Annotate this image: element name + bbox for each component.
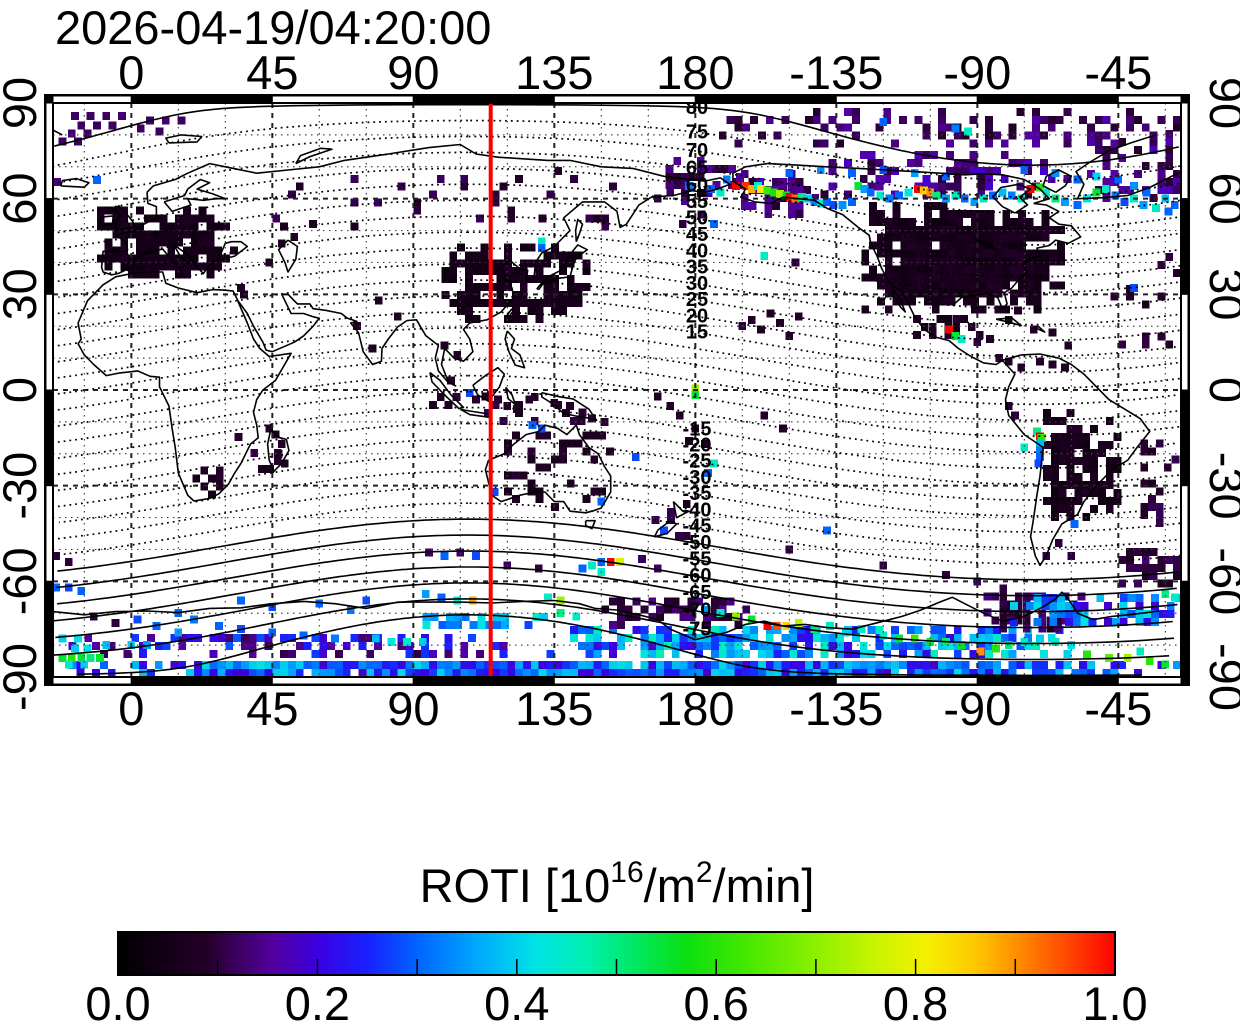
contour-label: 65 — [686, 158, 708, 180]
graticule-grid — [53, 103, 1181, 677]
lon-tick-label-top: 180 — [656, 46, 734, 99]
lon-tick-label-bottom: -90 — [943, 682, 1011, 735]
lat-tick-label-right: -90 — [1200, 643, 1240, 711]
contour-label: 40 — [686, 240, 708, 262]
lat-tick-label-right: 30 — [1200, 268, 1240, 320]
striped-axis-frame — [44, 94, 1190, 686]
contour-label: 70 — [686, 140, 708, 162]
lon-tick-label-top: 90 — [387, 46, 439, 99]
colorbar-tick-label: 0.4 — [484, 977, 549, 1024]
contour-label: -75 — [683, 618, 712, 640]
lon-tick-label-bottom: -45 — [1084, 682, 1152, 735]
colorbar-tick-label: 0.0 — [85, 977, 150, 1024]
contour-label: -65 — [683, 582, 712, 604]
lat-tick-label-left: 90 — [0, 77, 46, 129]
lat-tick-label-right: -30 — [1200, 452, 1240, 520]
contour-label: -60 — [683, 565, 712, 587]
contour-label: -15 — [683, 418, 712, 440]
lat-tick-label-right: 60 — [1200, 173, 1240, 225]
contour-label: -55 — [683, 549, 712, 571]
lat-tick-label-left: -90 — [0, 643, 46, 711]
colorbar-tick-label: 1.0 — [1082, 977, 1147, 1024]
lon-tick-label-top: -135 — [789, 46, 883, 99]
contour-label: 50 — [686, 208, 708, 230]
lat-tick-label-right: 0 — [1200, 377, 1240, 403]
colorbar-ticks — [216, 959, 1017, 975]
contour-label: -20 — [683, 435, 712, 457]
contour-label: 25 — [686, 289, 708, 311]
lon-tick-label-bottom: 45 — [246, 682, 298, 735]
lon-tick-label-bottom: -135 — [789, 682, 883, 735]
contour-label: -30 — [683, 467, 712, 489]
contour-label: 35 — [686, 257, 708, 279]
lat-tick-label-left: 30 — [0, 268, 46, 320]
magnetic-latitude-contours — [53, 103, 1181, 677]
lat-tick-label-left: -30 — [0, 452, 46, 520]
contour-label: 20 — [686, 305, 708, 327]
colorbar-tick-labels: 0.0 0.2 0.4 0.6 0.8 1.0 — [85, 977, 1147, 1024]
contour-label: -45 — [683, 516, 712, 538]
contour-label: -25 — [683, 451, 712, 473]
lat-tick-label-right: 90 — [1200, 77, 1240, 129]
red-meridian-line — [488, 103, 493, 677]
lat-tick-label-left: 60 — [0, 173, 46, 225]
contour-label: 75 — [686, 121, 708, 143]
contour-label: 15 — [686, 321, 708, 343]
colorbar-title: ROTI [1016/m2/min] — [420, 856, 815, 912]
lon-tick-label-bottom: 90 — [387, 682, 439, 735]
roti-data-layer — [53, 107, 1181, 677]
contour-label: 80 — [686, 97, 708, 119]
colorbar-tick-label: 0.8 — [883, 977, 948, 1024]
contour-label: -50 — [683, 532, 712, 554]
lon-tick-label-top: -90 — [943, 46, 1011, 99]
contour-label: -40 — [683, 499, 712, 521]
lat-tick-label-left: -60 — [0, 547, 46, 615]
axis-tick-labels: 0045459090135135180180-135-135-90-90-45-… — [0, 46, 1240, 735]
colorbar: 0.0 0.2 0.4 0.6 0.8 1.0 ROTI [1016/m2/min] — [85, 856, 1147, 1024]
contour-label: 30 — [686, 273, 708, 295]
lon-tick-label-top: 135 — [515, 46, 593, 99]
lon-tick-label-top: 0 — [118, 46, 144, 99]
contour-label: -70 — [683, 600, 712, 622]
lon-tick-label-bottom: 0 — [118, 682, 144, 735]
plot-title: 2026-04-19/04:20:00 — [55, 1, 492, 54]
lon-tick-label-top: 45 — [246, 46, 298, 99]
lon-tick-label-bottom: 180 — [656, 682, 734, 735]
contour-label: 45 — [686, 224, 708, 246]
lon-tick-label-top: -45 — [1084, 46, 1152, 99]
contour-label: 60 — [686, 175, 708, 197]
lat-tick-label-right: -60 — [1200, 547, 1240, 615]
contour-label: -35 — [683, 483, 712, 505]
lat-tick-label-left: 0 — [0, 377, 46, 403]
coastlines — [53, 129, 1179, 641]
contour-label: 55 — [686, 191, 708, 213]
colorbar-tick-label: 0.2 — [285, 977, 350, 1024]
colorbar-tick-label: 0.6 — [684, 977, 749, 1024]
lon-tick-label-bottom: 135 — [515, 682, 593, 735]
